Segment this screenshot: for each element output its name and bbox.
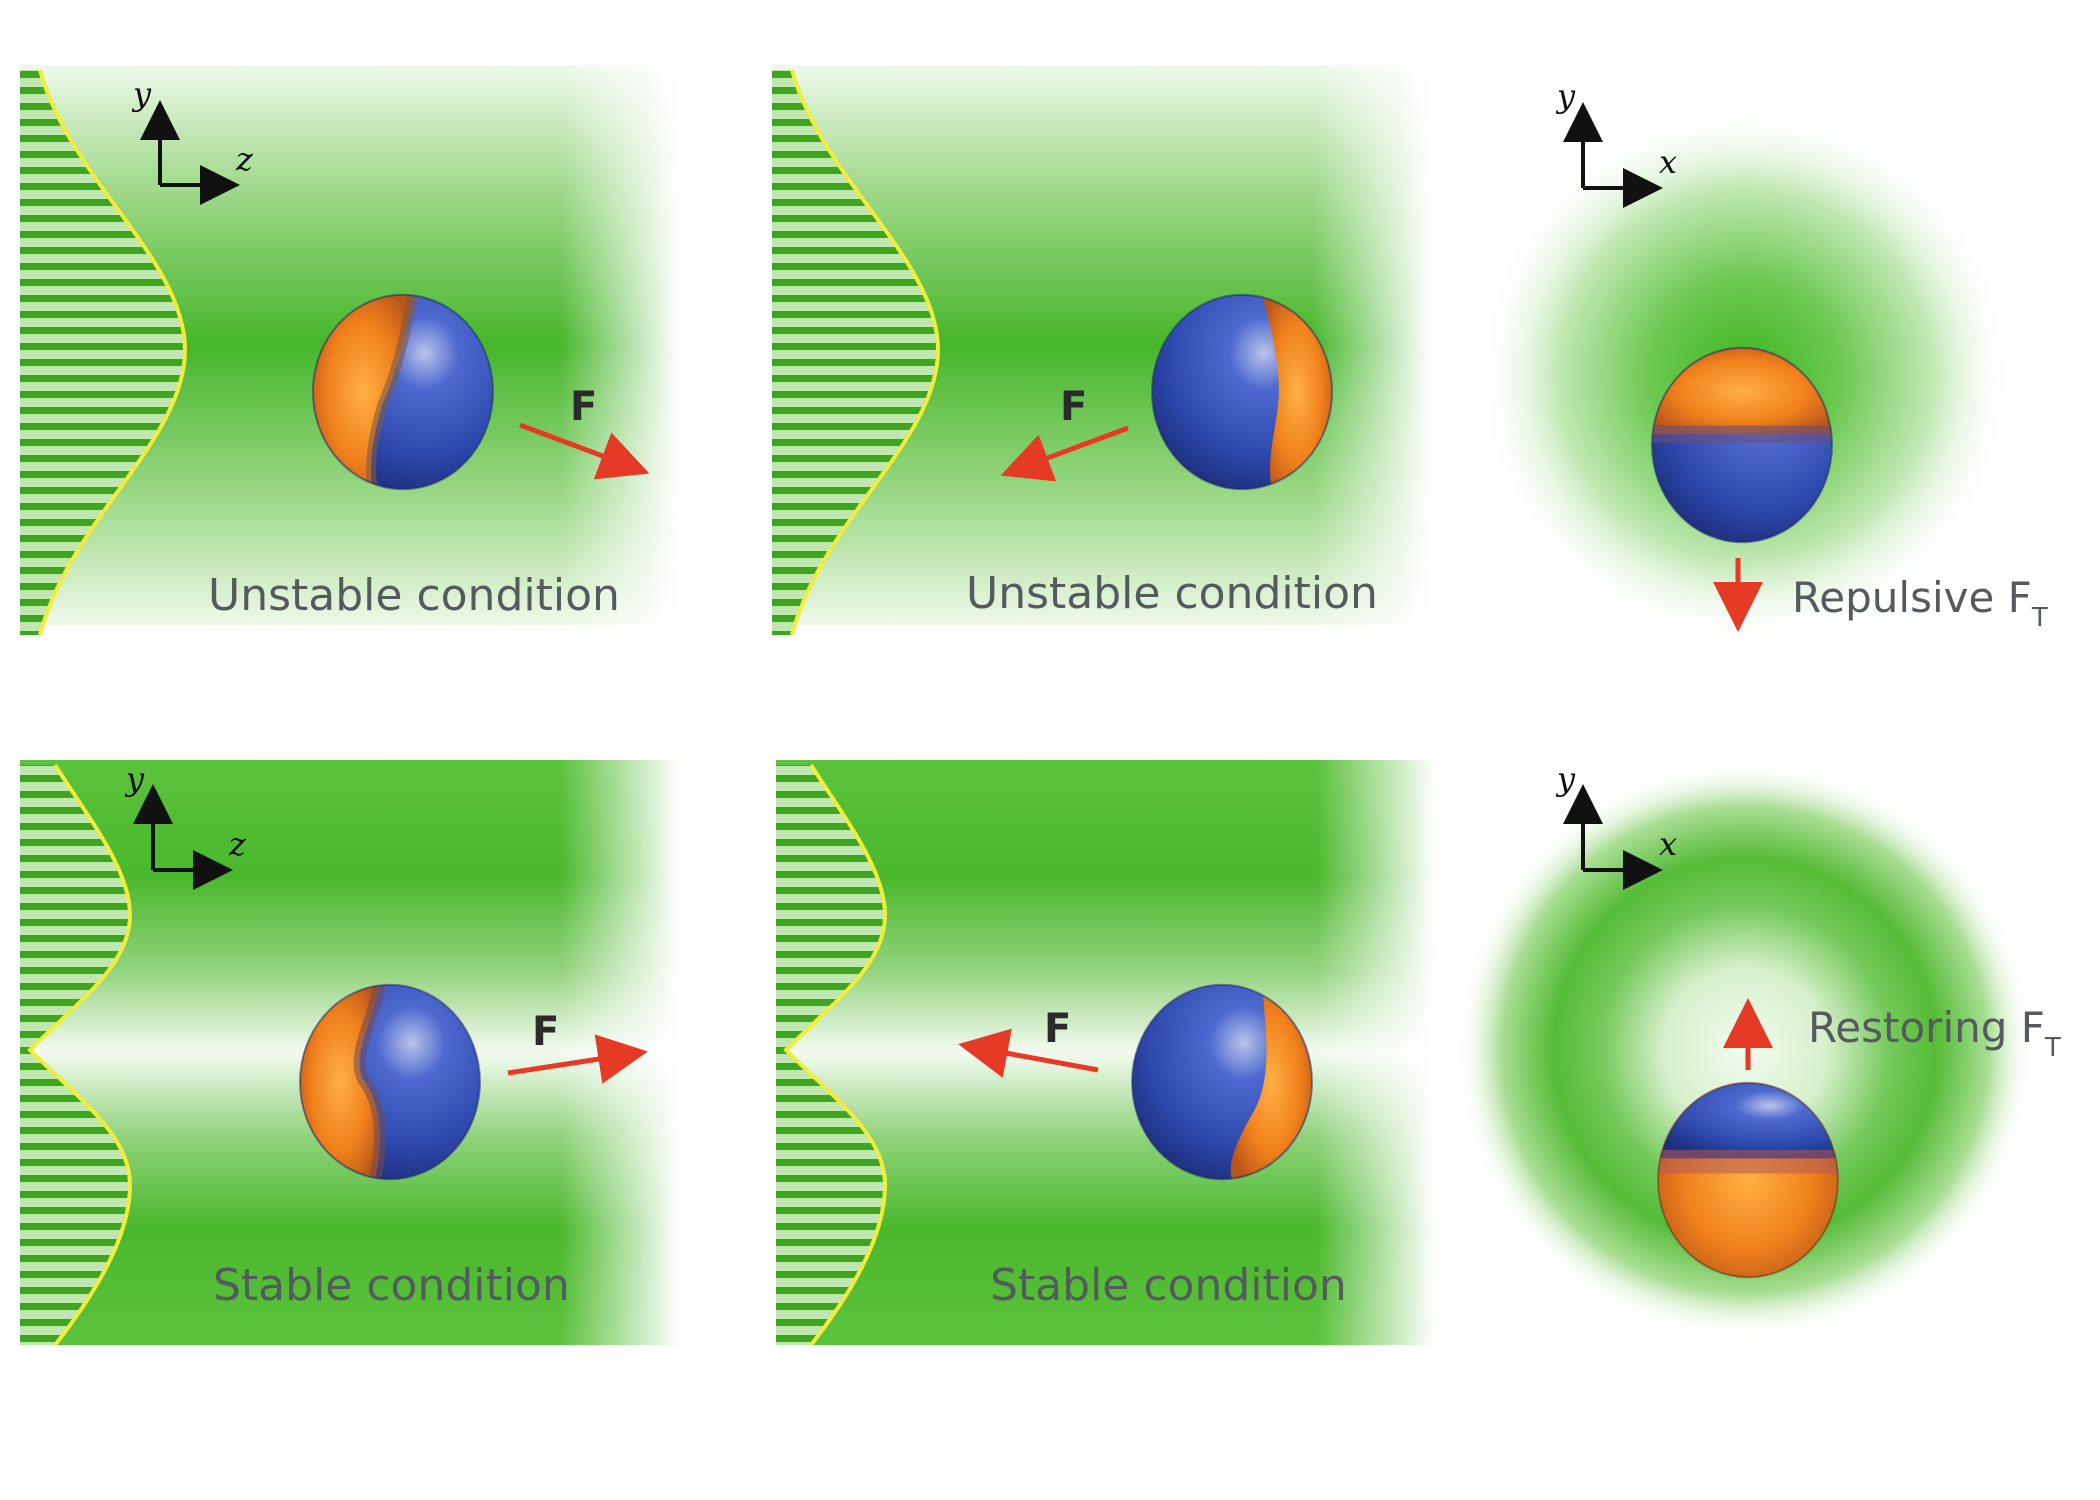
axis-label-y: y: [131, 75, 152, 113]
janus-sphere: [1151, 293, 1333, 491]
janus-sphere: [1657, 1081, 1839, 1279]
intensity-profile: [20, 765, 130, 1345]
axis-label-z: z: [228, 825, 247, 863]
profile-line: [790, 69, 941, 636]
force-label-text: Repulsive F: [1792, 573, 2032, 622]
axis-label-x: x: [1659, 825, 1677, 863]
force-label: F: [570, 384, 597, 430]
axes-icon: y x: [1555, 77, 1677, 208]
janus-sphere: [312, 293, 494, 491]
panel-top-right: y x Repulsive FT: [1475, 77, 2048, 645]
axes-icon: y z: [131, 75, 254, 205]
force-label-subscript: T: [2031, 603, 2048, 633]
axis-label-y: y: [1555, 760, 1576, 798]
force-label-text: Restoring F: [1808, 1003, 2045, 1052]
janus-sphere: [299, 983, 481, 1181]
ring-beam: [1455, 760, 2035, 1340]
condition-label: Stable condition: [213, 1260, 570, 1311]
axis-label-y: y: [124, 760, 145, 798]
axes-icon: y x: [1555, 760, 1677, 890]
panel-bottom-middle: F Stable condition: [776, 760, 1436, 1347]
janus-sphere: [1131, 983, 1313, 1181]
force-arrow: [519, 422, 650, 480]
force-label: F: [532, 1009, 559, 1055]
panel-top-middle: F Unstable condition: [772, 65, 1432, 636]
force-arrow: [958, 1028, 1099, 1078]
force-arrow: [507, 1034, 648, 1084]
panel-top-left: y z F Unstable condition: [20, 65, 680, 636]
force-label: Repulsive FT: [1792, 573, 2048, 633]
force-label: F: [1044, 1006, 1071, 1052]
intensity-profile: [776, 765, 885, 1345]
axis-label-y: y: [1555, 77, 1576, 115]
force-label: Restoring FT: [1808, 1003, 2061, 1063]
condition-label: Unstable condition: [208, 570, 620, 621]
axis-label-x: x: [1659, 143, 1677, 181]
force-label-subscript: T: [2044, 1033, 2061, 1063]
janus-sphere: [1651, 346, 1833, 544]
profile-line: [27, 763, 133, 1347]
axis-label-z: z: [235, 140, 254, 178]
force-arrow: [1000, 425, 1129, 482]
profile-line: [783, 763, 888, 1347]
panel-bottom-right: y x Restoring FT: [1455, 760, 2061, 1340]
profile-line: [38, 69, 188, 636]
panel-bottom-left: y z F Stable condition: [20, 760, 680, 1347]
intensity-profile: [20, 70, 185, 635]
condition-label: Unstable condition: [966, 568, 1378, 619]
axes-icon: y z: [124, 760, 247, 890]
intensity-profile: [772, 70, 938, 635]
condition-label: Stable condition: [990, 1260, 1347, 1311]
force-label: F: [1060, 384, 1087, 430]
